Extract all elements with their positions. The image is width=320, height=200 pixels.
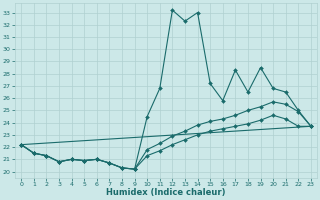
X-axis label: Humidex (Indice chaleur): Humidex (Indice chaleur) — [106, 188, 226, 197]
